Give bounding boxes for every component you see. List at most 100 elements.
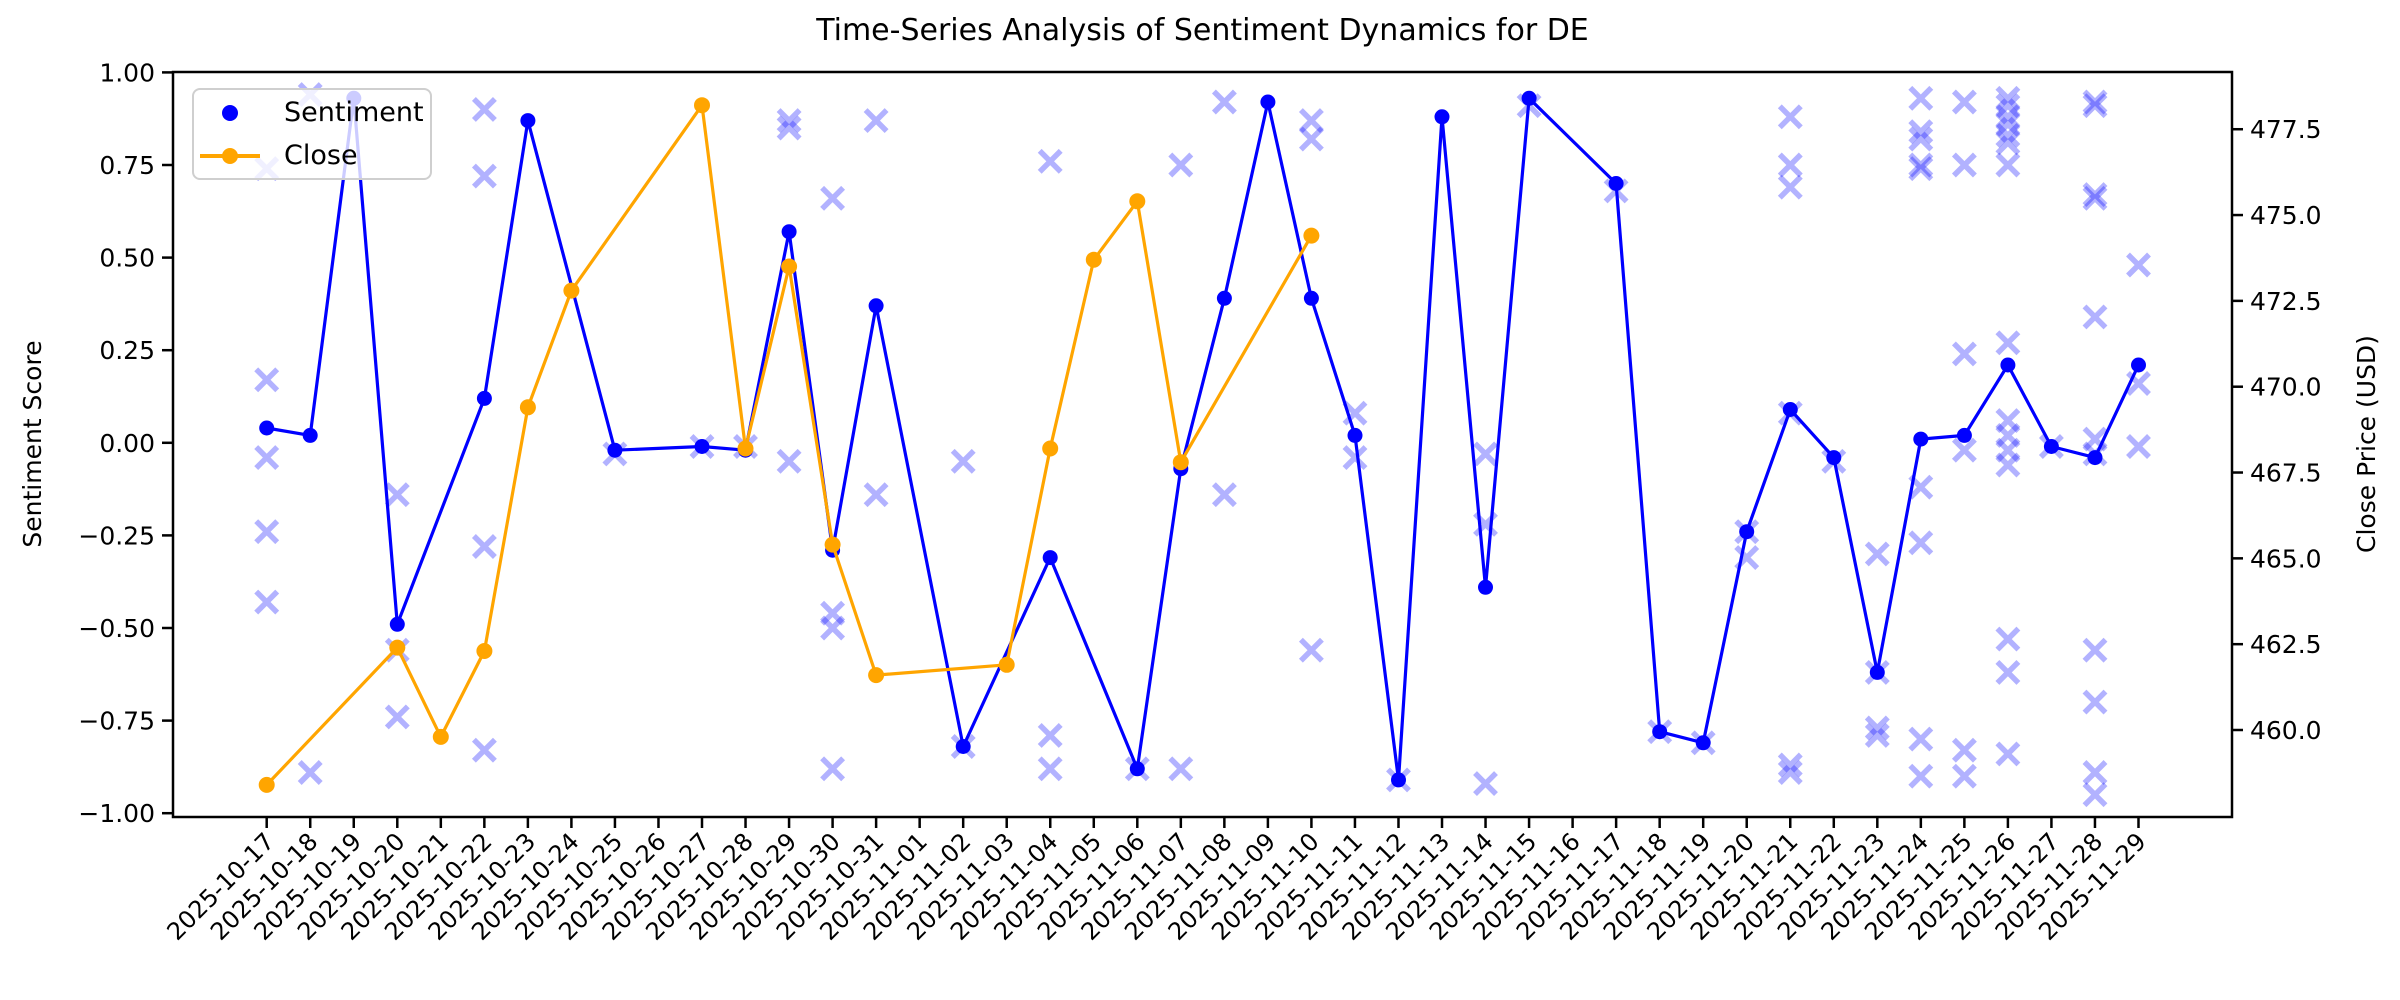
- sentiment-point: [1695, 735, 1711, 751]
- scatter-x-icon: [1908, 126, 1934, 152]
- close-point: [1172, 454, 1189, 471]
- scatter-x-icon: [254, 367, 280, 393]
- legend: Sentiment Close: [192, 88, 432, 180]
- sentiment-point: [1303, 290, 1319, 306]
- close-line: [258, 97, 1320, 793]
- scatter-x-icon: [2082, 689, 2108, 715]
- y-axis-left: 1.00 0.75 0.50 0.25 0.00 −0.25 −0.50 −0.75 −1.00: [78, 58, 173, 828]
- scatter-x-icon: [1777, 174, 1803, 200]
- close-path: [265, 103, 1313, 787]
- scatter-x-icon: [820, 185, 846, 211]
- scatter-x-icon: [776, 108, 802, 134]
- y-tick-label-left: 0.75: [99, 151, 155, 180]
- scatter-x-icon: [1908, 530, 1934, 556]
- close-point: [389, 639, 406, 656]
- scatter-x-icon: [1995, 659, 2021, 685]
- scatter-x-icon: [471, 534, 497, 559]
- close-point: [998, 656, 1015, 673]
- scatter-x-icon: [1777, 752, 1803, 778]
- scatter-x-icon: [1908, 85, 1934, 111]
- scatter-x-icon: [2082, 182, 2108, 208]
- sentiment-point: [2000, 357, 2016, 373]
- scatter-x-icon: [1995, 330, 2021, 356]
- scatter-x-icon: [2082, 185, 2108, 211]
- scatter-x-icon: [1168, 756, 1194, 782]
- y-tick-label-right: 475.0: [2250, 201, 2322, 230]
- sentiment-point: [302, 427, 318, 443]
- sentiment-point: [1652, 724, 1668, 740]
- scatter-x-icon: [1908, 156, 1934, 182]
- close-point: [694, 97, 710, 114]
- legend-item-close: Close: [194, 139, 430, 173]
- y-tick-label-right: 467.5: [2250, 459, 2322, 488]
- scatter-x-icon: [776, 448, 802, 474]
- sentiment-point: [1478, 579, 1493, 595]
- scatter-x-icon: [297, 760, 323, 785]
- sentiment-dot-marker-icon: [194, 104, 266, 121]
- scatter-x-icon: [1995, 152, 2021, 178]
- close-point: [1042, 440, 1059, 457]
- close-point: [737, 440, 754, 457]
- y-tick-label-left: 0.25: [99, 336, 155, 365]
- close-point: [868, 667, 885, 684]
- scatter-x-icon: [863, 482, 889, 508]
- y-axis-label-right: Close Price (USD): [2352, 335, 2381, 553]
- sentiment-point: [955, 739, 971, 754]
- y-tick-label-right: 470.0: [2250, 373, 2322, 402]
- sentiment-point: [389, 616, 405, 632]
- scatter-x-icon: [1037, 756, 1063, 782]
- scatter-x-icon: [820, 615, 846, 641]
- sentiment-point: [1739, 524, 1755, 540]
- scatter-x-icon: [1995, 130, 2021, 156]
- y-axis-right: 477.5 475.0 472.5 470.0 467.5 465.0 462.5 460.0: [2232, 115, 2322, 745]
- scatter-x-icon: [1864, 722, 1890, 748]
- sentiment-point: [1608, 176, 1624, 191]
- y-tick-label-right: 477.5: [2250, 115, 2322, 144]
- y-tick-label-right: 460.0: [2250, 716, 2322, 745]
- scatter-x-icon: [384, 704, 410, 730]
- sentiment-point: [1434, 109, 1450, 125]
- sentiment-point: [868, 298, 884, 314]
- scatter-x-icon: [471, 96, 497, 122]
- y-tick-label-left: 0.00: [99, 429, 155, 458]
- legend-item-sentiment: Sentiment: [194, 96, 430, 130]
- sentiment-point: [1216, 290, 1232, 306]
- scatter-x-icon: [1908, 726, 1934, 752]
- scatter-x-icon: [2126, 434, 2151, 459]
- scatter-x-icon: [1908, 763, 1934, 789]
- close-point: [1129, 193, 1146, 210]
- legend-label-close: Close: [284, 140, 358, 171]
- y-tick-label-left: −0.50: [78, 614, 155, 643]
- y-tick-label-left: 0.50: [99, 244, 155, 273]
- scatter-x-icon: [1995, 741, 2021, 767]
- scatter-x-icon: [863, 108, 889, 134]
- scatter-x-icon: [1298, 637, 1324, 663]
- sentiment-point: [1826, 450, 1842, 466]
- scatter-x-icon: [820, 600, 846, 626]
- scatter-x-icon: [1473, 771, 1498, 797]
- scatter-x-icon: [1777, 760, 1803, 785]
- scatter-x-icon: [1342, 445, 1368, 471]
- scatter-x-icon: [1298, 108, 1324, 134]
- y-tick-label-right: 472.5: [2250, 287, 2322, 316]
- y-tick-label-left: −1.00: [78, 799, 155, 828]
- y-axis-label-left: Sentiment Score: [18, 340, 47, 548]
- scatter-x-icon: [1995, 104, 2021, 130]
- scatter-x-icon: [1951, 737, 1977, 763]
- scatter-x-icon: [1995, 85, 2021, 111]
- sentiment-point: [1129, 761, 1145, 777]
- scatter-x-icon: [471, 163, 497, 189]
- scatter-x-icon: [1211, 482, 1237, 508]
- scatter-x-icon: [1037, 722, 1063, 748]
- scatter-x-icon: [2082, 760, 2108, 785]
- scatter-x-icon: [1168, 152, 1194, 178]
- close-line-marker-icon: [194, 147, 266, 164]
- scatter-x-icon: [471, 737, 497, 763]
- sentiment-point: [607, 442, 623, 458]
- scatter-x-icon: [820, 756, 846, 782]
- close-point: [519, 399, 536, 416]
- sentiment-point: [1260, 94, 1276, 110]
- sentiment-point: [1782, 402, 1798, 417]
